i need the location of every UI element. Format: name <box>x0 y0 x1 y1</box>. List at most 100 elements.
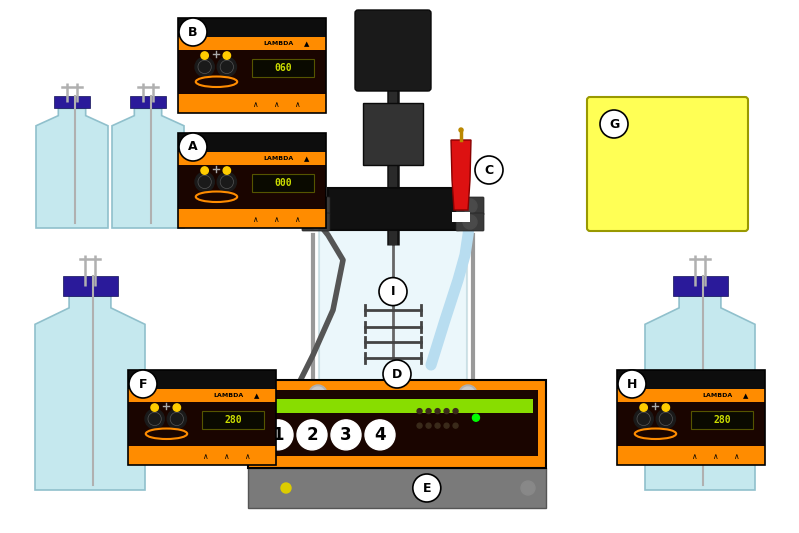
Circle shape <box>640 404 647 411</box>
Text: LAMBDA: LAMBDA <box>213 393 244 398</box>
Polygon shape <box>36 108 108 228</box>
Circle shape <box>444 409 449 414</box>
Bar <box>617 370 765 465</box>
Circle shape <box>662 404 670 411</box>
Circle shape <box>309 385 327 403</box>
Circle shape <box>167 409 186 429</box>
Bar <box>128 370 276 389</box>
Bar <box>452 212 470 222</box>
Circle shape <box>618 370 646 398</box>
Bar <box>319 230 467 384</box>
Circle shape <box>201 167 209 174</box>
Circle shape <box>145 409 165 429</box>
Text: ∧: ∧ <box>691 452 697 461</box>
Text: ∧: ∧ <box>252 215 258 224</box>
Bar <box>178 18 326 113</box>
Polygon shape <box>35 296 145 490</box>
Circle shape <box>195 57 214 77</box>
Text: ∧: ∧ <box>293 100 299 109</box>
Text: D: D <box>392 367 402 381</box>
Text: B: B <box>189 26 197 38</box>
Bar <box>128 370 276 465</box>
Bar <box>328 188 458 230</box>
Circle shape <box>195 172 214 191</box>
Circle shape <box>413 474 441 502</box>
Text: ▲: ▲ <box>304 156 309 161</box>
Bar <box>178 18 326 37</box>
Bar <box>178 133 326 228</box>
Text: 060: 060 <box>274 63 292 73</box>
Circle shape <box>463 199 477 213</box>
Bar <box>691 411 753 430</box>
Circle shape <box>444 423 449 428</box>
Text: ∧: ∧ <box>733 452 738 461</box>
Text: C: C <box>484 164 494 176</box>
Circle shape <box>463 215 477 229</box>
Text: ∧: ∧ <box>293 215 299 224</box>
Circle shape <box>151 404 158 411</box>
Bar <box>617 446 765 465</box>
FancyBboxPatch shape <box>587 97 748 231</box>
Text: G: G <box>609 117 619 131</box>
Circle shape <box>435 409 440 414</box>
Circle shape <box>453 423 458 428</box>
Circle shape <box>309 215 323 229</box>
Text: I: I <box>391 285 396 298</box>
Circle shape <box>417 409 422 414</box>
Text: ∧: ∧ <box>223 452 229 461</box>
Text: ∧: ∧ <box>202 452 208 461</box>
Circle shape <box>309 199 323 213</box>
Text: LAMBDA: LAMBDA <box>264 156 294 161</box>
Ellipse shape <box>634 429 676 439</box>
Text: E: E <box>423 481 431 495</box>
Circle shape <box>179 18 207 46</box>
Circle shape <box>223 167 231 174</box>
Circle shape <box>365 420 395 450</box>
Ellipse shape <box>196 191 237 202</box>
Bar <box>363 103 423 165</box>
Text: 2: 2 <box>306 426 318 444</box>
Circle shape <box>475 156 503 184</box>
Circle shape <box>426 423 431 428</box>
Circle shape <box>634 409 654 429</box>
Bar <box>178 165 326 209</box>
Bar <box>261 399 533 413</box>
Text: ∧: ∧ <box>252 100 258 109</box>
Bar <box>128 389 276 402</box>
Bar <box>617 389 765 402</box>
Circle shape <box>179 133 207 161</box>
Bar <box>178 50 326 94</box>
Bar <box>178 37 326 50</box>
Polygon shape <box>451 140 471 210</box>
Text: H: H <box>626 377 637 391</box>
Text: 4: 4 <box>374 426 386 444</box>
FancyBboxPatch shape <box>302 197 330 215</box>
Circle shape <box>453 409 458 414</box>
FancyBboxPatch shape <box>355 10 431 91</box>
Text: ∧: ∧ <box>273 100 279 109</box>
Bar <box>178 133 326 152</box>
Text: 000: 000 <box>274 178 292 188</box>
Bar <box>248 380 546 468</box>
Circle shape <box>472 414 479 421</box>
Bar <box>673 276 728 296</box>
Circle shape <box>656 409 675 429</box>
Bar <box>128 402 276 446</box>
Text: 1: 1 <box>272 426 284 444</box>
Bar <box>54 96 90 108</box>
Circle shape <box>217 57 237 77</box>
Text: 280: 280 <box>714 415 731 425</box>
Circle shape <box>263 420 293 450</box>
Circle shape <box>379 278 407 305</box>
Bar <box>178 209 326 228</box>
Circle shape <box>173 404 181 411</box>
Bar <box>617 402 765 446</box>
Circle shape <box>459 128 463 132</box>
Bar <box>256 390 538 456</box>
Circle shape <box>201 52 209 59</box>
Bar <box>248 468 546 508</box>
Circle shape <box>311 387 325 401</box>
Bar <box>178 152 326 165</box>
Bar <box>178 94 326 113</box>
Text: ∧: ∧ <box>244 452 249 461</box>
